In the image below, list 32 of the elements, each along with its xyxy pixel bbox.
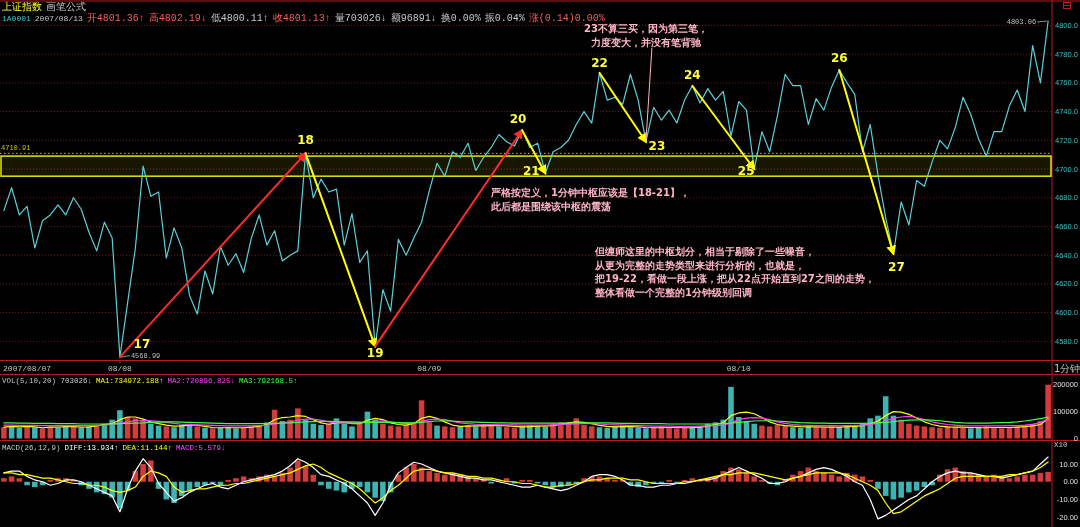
annotation: 开4801.36↑	[86, 12, 145, 24]
x-tick-label: 08/08	[107, 363, 133, 373]
chart-title: 上证指数	[2, 0, 42, 13]
annotation: 高4802.19↓	[148, 11, 207, 24]
x-tick-label: 08/09	[417, 363, 442, 373]
annotation: 25	[737, 164, 755, 179]
annotation: 严格按定义，1分钟中枢应该是【18-21】，此后都是围绕该中枢的震荡	[490, 186, 690, 212]
annotation: 换0.00%	[440, 11, 481, 24]
x-tick-label: 2007/08/07	[3, 363, 52, 373]
annotation: 26	[830, 50, 848, 65]
annotation: 低4800.11↑	[210, 12, 269, 24]
annotation: 22	[591, 55, 608, 70]
x-tick-label: 08/10	[726, 363, 751, 373]
annotation: 涨(0.14)0.00%	[528, 11, 605, 24]
annotation: 18	[297, 133, 314, 148]
text: 1分钟	[1054, 362, 1080, 374]
annotation: 27	[888, 259, 905, 274]
annotation: 额96891↓	[390, 11, 437, 24]
annotation: 1A0001	[2, 13, 31, 23]
annotation: 23	[648, 138, 666, 153]
annotation: 17	[133, 337, 151, 352]
annotation: 21	[522, 164, 540, 179]
annotation: 19	[366, 346, 384, 361]
annotation: 但缠师这里的中枢划分，相当于剔除了一些噪音，从更为完整的走势类型来进行分析的，也就是，把19-22，看做一段上涨，把从22点开始直到27之间的走势，整体看做一个完整的1分钟级别回调	[594, 245, 875, 298]
annotation: 量703026↓	[334, 12, 387, 24]
chart-subtitle: 画笔公式	[46, 0, 86, 13]
annotation: 20	[509, 112, 527, 127]
annotation: 23不算三买，因为第三笔，力度变大，并没有笔背驰	[583, 22, 708, 47]
annotation: 收4801.13↑	[272, 12, 331, 24]
annotation: 振0.04%	[484, 11, 525, 24]
annotation: 24	[683, 67, 701, 82]
annotation: 2007/08/13	[34, 13, 84, 23]
